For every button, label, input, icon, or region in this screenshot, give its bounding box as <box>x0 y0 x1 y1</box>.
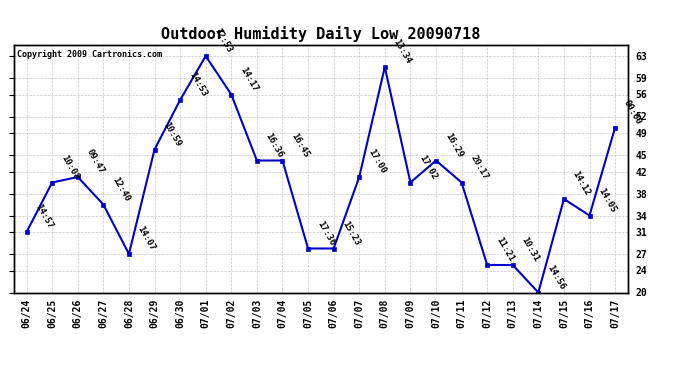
Text: 14:05: 14:05 <box>596 186 618 214</box>
Text: 13:34: 13:34 <box>392 38 413 66</box>
Text: 10:59: 10:59 <box>161 120 183 148</box>
Text: 17:36: 17:36 <box>315 219 336 247</box>
Text: 11:21: 11:21 <box>494 236 515 264</box>
Text: 12:53: 12:53 <box>213 27 234 55</box>
Text: 14:07: 14:07 <box>136 225 157 253</box>
Text: 16:36: 16:36 <box>264 131 285 159</box>
Text: 00:00: 00:00 <box>622 98 643 126</box>
Text: 17:00: 17:00 <box>366 148 387 176</box>
Text: 14:57: 14:57 <box>34 203 55 231</box>
Text: 14:12: 14:12 <box>571 170 592 198</box>
Text: 10:31: 10:31 <box>520 236 541 264</box>
Text: 14:56: 14:56 <box>545 263 566 291</box>
Text: 10:08: 10:08 <box>59 153 80 181</box>
Title: Outdoor Humidity Daily Low 20090718: Outdoor Humidity Daily Low 20090718 <box>161 27 480 42</box>
Text: 20:17: 20:17 <box>469 153 490 181</box>
Text: 16:45: 16:45 <box>289 131 311 159</box>
Text: 14:17: 14:17 <box>238 65 259 93</box>
Text: 09:47: 09:47 <box>85 148 106 176</box>
Text: 14:53: 14:53 <box>187 71 208 99</box>
Text: 12:40: 12:40 <box>110 176 132 203</box>
Text: 16:29: 16:29 <box>443 131 464 159</box>
Text: 17:02: 17:02 <box>417 153 439 181</box>
Text: 15:23: 15:23 <box>341 219 362 247</box>
Text: Copyright 2009 Cartronics.com: Copyright 2009 Cartronics.com <box>17 50 162 59</box>
